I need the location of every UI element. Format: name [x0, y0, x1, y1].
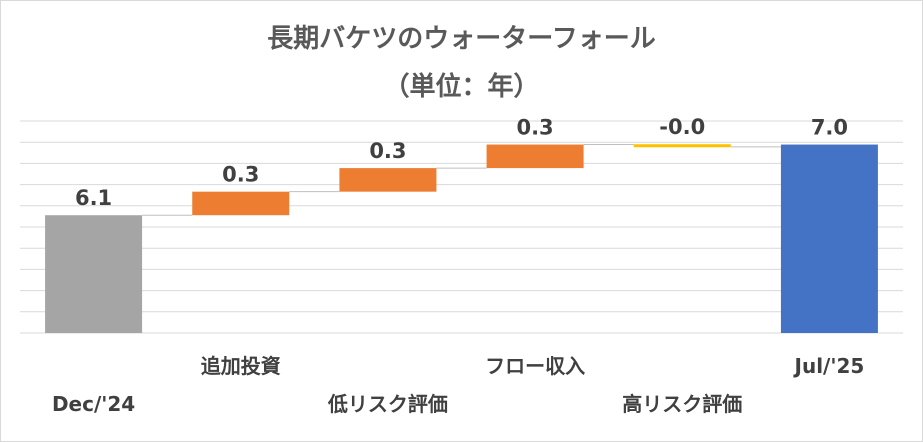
category-label-5: Jul/'25 [793, 354, 865, 378]
bar-1 [192, 191, 290, 216]
category-label-0: Dec/'24 [52, 392, 135, 416]
value-label-5: 7.0 [811, 116, 848, 140]
value-label-4: -0.0 [659, 115, 705, 139]
category-label-4: 高リスク評価 [622, 392, 742, 416]
bar-4 [633, 144, 731, 148]
category-label-1: 追加投資 [201, 354, 281, 378]
bar-0 [45, 215, 143, 333]
value-label-2: 0.3 [369, 139, 406, 163]
category-label-3: フロー収入 [485, 354, 585, 378]
value-label-0: 6.1 [75, 186, 112, 210]
chart-subtitle: （単位：年） [383, 72, 540, 102]
chart-title: 長期バケツのウォーターフォール [267, 24, 656, 54]
gridlines [20, 120, 903, 334]
value-label-1: 0.3 [222, 163, 259, 187]
bars [45, 144, 878, 333]
value-label-3: 0.3 [516, 116, 553, 140]
bar-2 [339, 168, 437, 192]
connectors [142, 144, 781, 216]
value-labels: 6.1 0.3 0.3 0.3 -0.0 7.0 [75, 115, 848, 210]
bar-5 [780, 144, 878, 333]
bar-3 [486, 144, 584, 169]
category-label-2: 低リスク評価 [327, 392, 448, 416]
